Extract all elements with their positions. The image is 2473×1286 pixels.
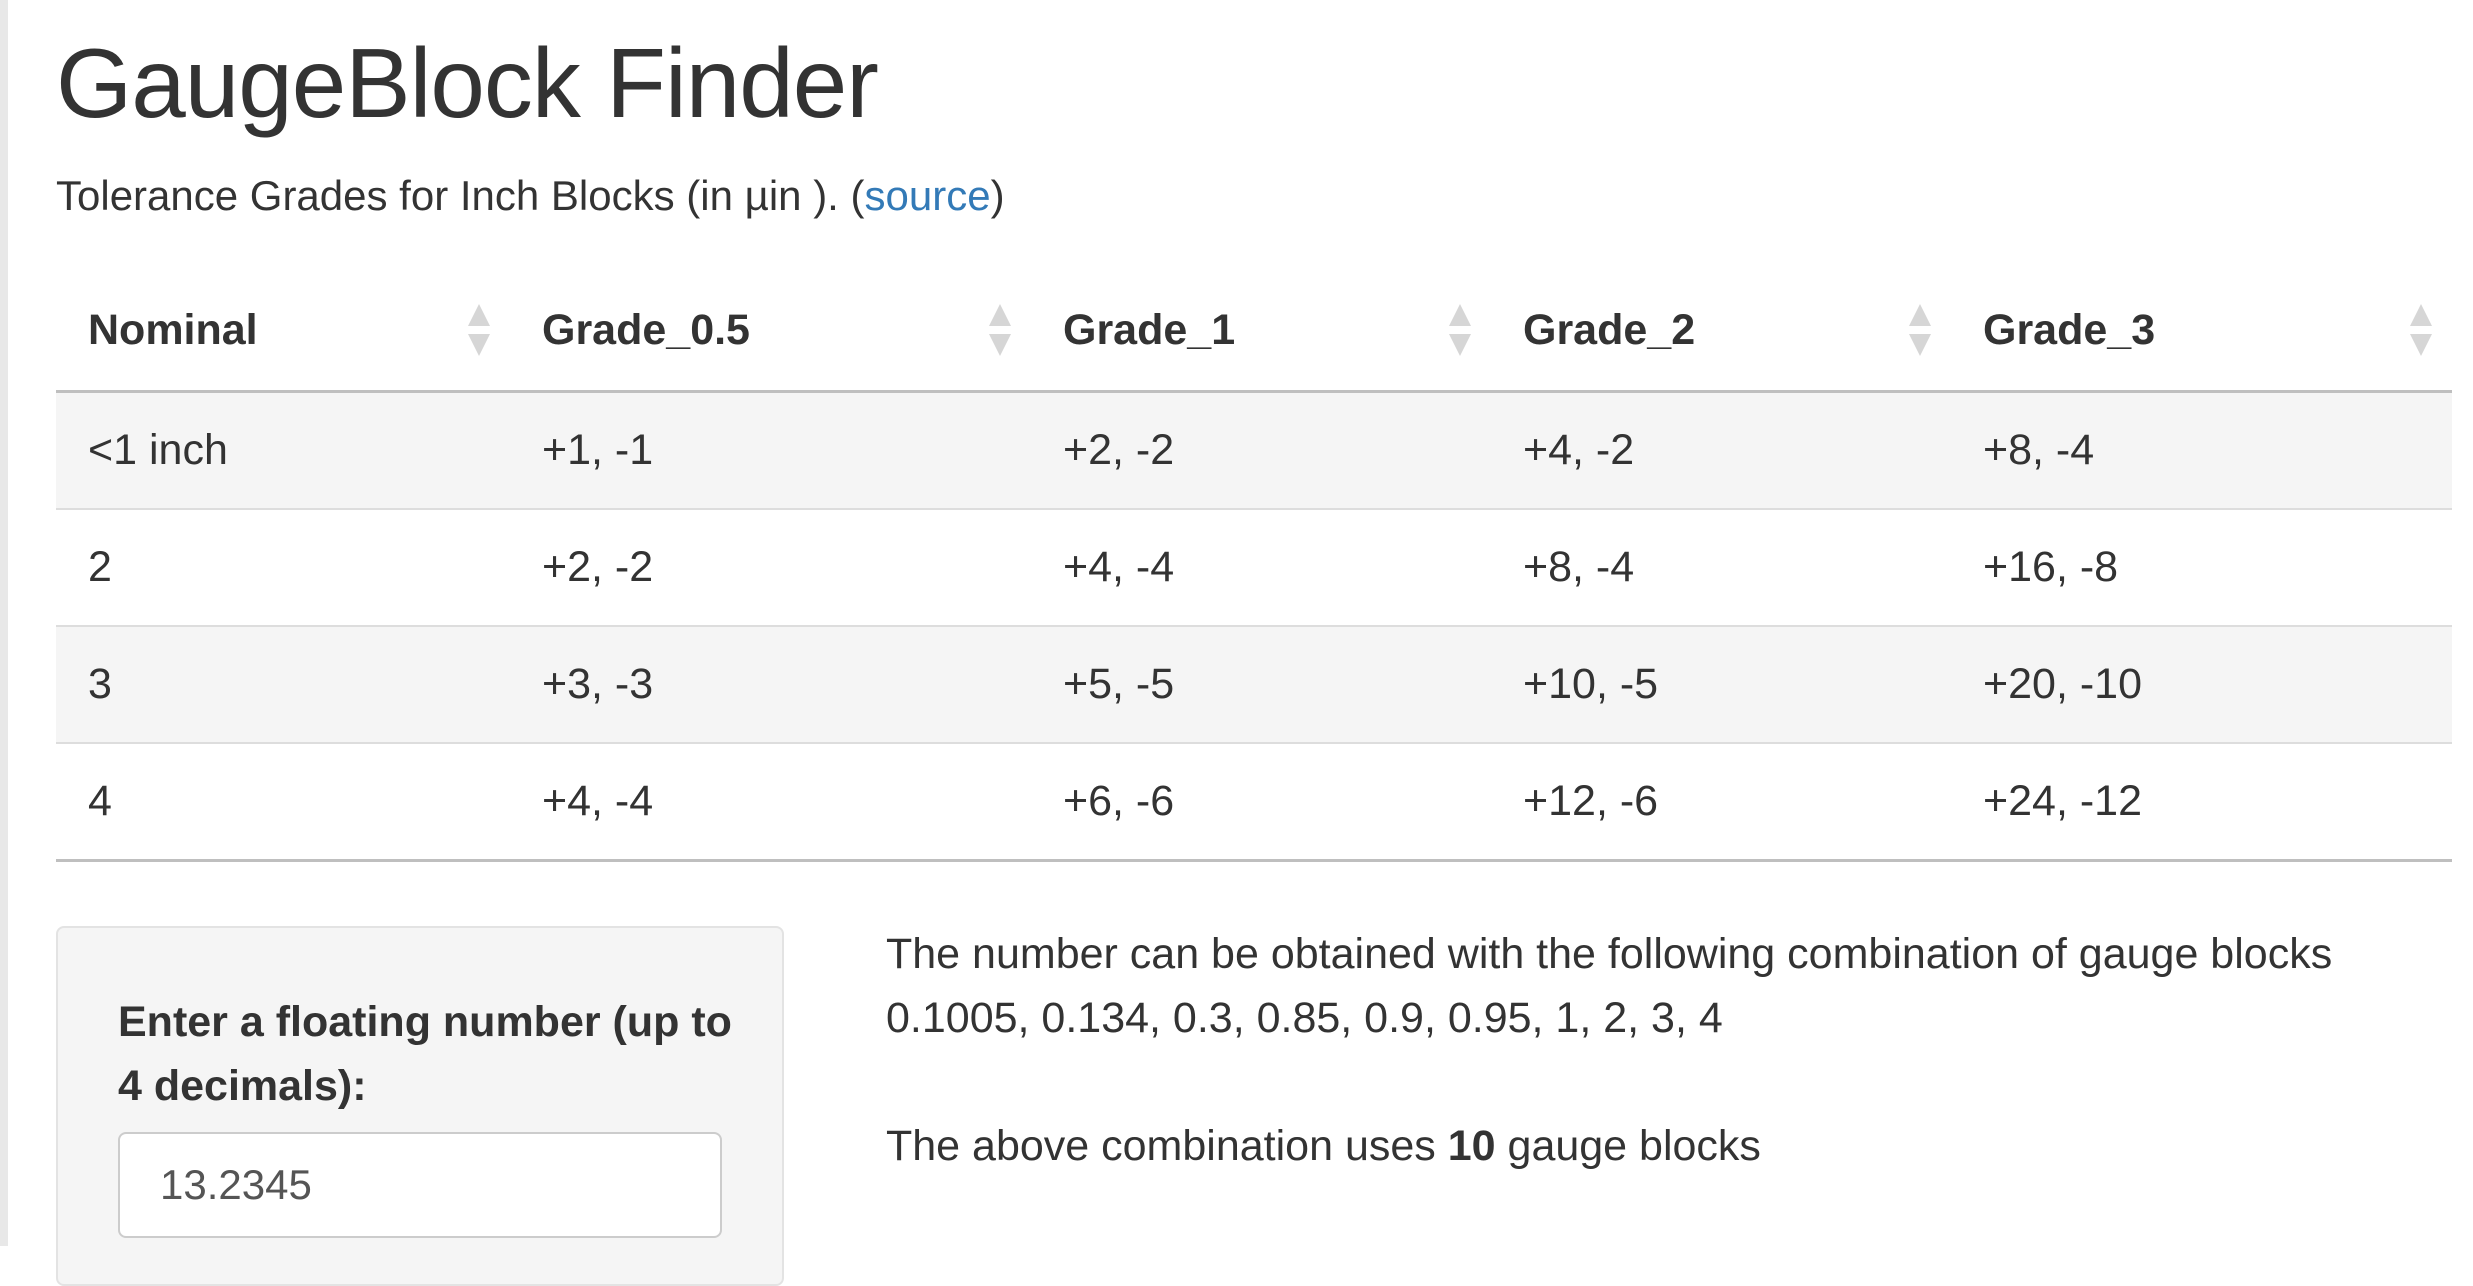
column-header-grade-2[interactable]: Grade_2: [1491, 270, 1951, 393]
table-cell: <1 inch: [56, 391, 510, 509]
page-title: GaugeBlock Finder: [56, 28, 879, 138]
column-header-grade-3[interactable]: Grade_3: [1951, 270, 2452, 393]
left-edge-strip: [0, 0, 8, 1246]
column-header-grade-0-5[interactable]: Grade_0.5: [510, 270, 1031, 393]
result-count: 10: [1447, 1122, 1496, 1170]
table-row: 4 +4, -4 +6, -6 +12, -6 +24, -12: [56, 742, 2452, 862]
column-header-nominal[interactable]: Nominal: [56, 270, 510, 393]
column-header-grade-1[interactable]: Grade_1: [1031, 270, 1491, 393]
table-cell: +4, -4: [1031, 508, 1491, 626]
table-cell: +4, -4: [510, 742, 1031, 862]
result-combination: 0.1005, 0.134, 0.3, 0.85, 0.9, 0.95, 1, …: [886, 994, 1723, 1042]
table-cell: 3: [56, 625, 510, 743]
table-row: 3 +3, -3 +5, -5 +10, -5 +20, -10: [56, 625, 2452, 743]
table-cell: +1, -1: [510, 391, 1031, 509]
sort-icon[interactable]: [2410, 304, 2432, 356]
sort-icon[interactable]: [1449, 304, 1471, 356]
caption-text: Tolerance Grades for Inch Blocks (in µin…: [56, 172, 865, 219]
table-cell: +8, -4: [1951, 391, 2452, 509]
table-cell: 4: [56, 742, 510, 862]
number-input-label: Enter a floating number (up to 4 decimal…: [118, 998, 732, 1110]
table-cell: +24, -12: [1951, 742, 2452, 862]
result-spacer: [886, 1050, 2446, 1114]
column-header-label: Nominal: [88, 305, 258, 354]
table-cell: +5, -5: [1031, 625, 1491, 743]
table-cell: +6, -6: [1031, 742, 1491, 862]
table-cell: +20, -10: [1951, 625, 2452, 743]
table-cell: +16, -8: [1951, 508, 2452, 626]
result-count-suffix: gauge blocks: [1495, 1122, 1761, 1170]
table-cell: +10, -5: [1491, 625, 1951, 743]
column-header-label: Grade_2: [1523, 305, 1696, 354]
table-cell: +2, -2: [510, 508, 1031, 626]
result-description: The number can be obtained with the foll…: [886, 930, 2333, 978]
sort-icon[interactable]: [1909, 304, 1931, 356]
caption-close: ): [990, 172, 1005, 219]
number-input[interactable]: [118, 1132, 722, 1238]
column-header-label: Grade_0.5: [542, 305, 750, 354]
table-caption: Tolerance Grades for Inch Blocks (in µin…: [56, 172, 1005, 220]
result-count-prefix: The above combination uses: [886, 1122, 1448, 1170]
table-header-row: Nominal Grade_0.5 Grade_1 Grade_2 Grade_…: [56, 270, 2452, 393]
table-cell: +4, -2: [1491, 391, 1951, 509]
column-header-label: Grade_3: [1983, 305, 2156, 354]
input-panel: Enter a floating number (up to 4 decimal…: [56, 926, 784, 1286]
table-cell: 2: [56, 508, 510, 626]
result-count-line: The above combination uses 10 gauge bloc…: [886, 1114, 2446, 1178]
source-link[interactable]: source: [864, 172, 991, 219]
table-cell: +2, -2: [1031, 391, 1491, 509]
table-cell: +8, -4: [1491, 508, 1951, 626]
sort-icon[interactable]: [468, 304, 490, 356]
table-row: <1 inch +1, -1 +2, -2 +4, -2 +8, -4: [56, 391, 2452, 509]
tolerance-grades-table: Nominal Grade_0.5 Grade_1 Grade_2 Grade_…: [56, 270, 2452, 862]
table-cell: +3, -3: [510, 625, 1031, 743]
column-header-label: Grade_1: [1063, 305, 1236, 354]
result-output: The number can be obtained with the foll…: [886, 922, 2446, 1178]
table-row: 2 +2, -2 +4, -4 +8, -4 +16, -8: [56, 508, 2452, 626]
sort-icon[interactable]: [989, 304, 1011, 356]
table-cell: +12, -6: [1491, 742, 1951, 862]
